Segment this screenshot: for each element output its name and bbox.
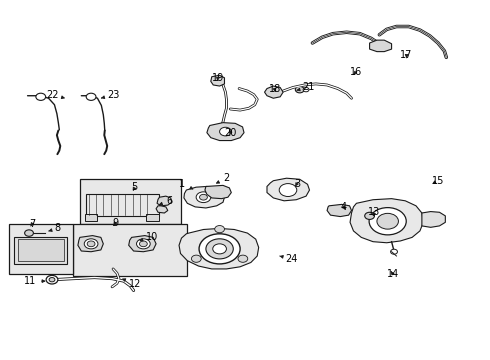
Text: 14: 14 [387,269,399,279]
Polygon shape [422,212,445,227]
Circle shape [196,192,211,203]
Circle shape [213,244,226,254]
Text: 5: 5 [132,182,138,192]
Text: 13: 13 [368,207,380,217]
Circle shape [365,212,374,220]
Circle shape [87,241,95,247]
Circle shape [377,213,398,229]
Bar [73,224,187,276]
Text: 6: 6 [160,196,173,206]
Text: 12: 12 [122,279,141,289]
Bar [14,237,67,264]
Polygon shape [179,228,259,269]
Circle shape [49,278,55,282]
Circle shape [140,241,147,247]
Text: 20: 20 [224,128,237,138]
Circle shape [199,234,240,264]
Text: 21: 21 [297,82,315,93]
Circle shape [295,86,304,93]
Polygon shape [207,123,244,140]
Text: 24: 24 [280,254,297,264]
Text: 23: 23 [101,90,120,100]
Polygon shape [156,206,168,213]
Polygon shape [265,86,283,98]
Circle shape [84,239,98,249]
Polygon shape [184,186,224,208]
Circle shape [24,230,33,236]
Polygon shape [327,204,351,217]
Circle shape [137,239,150,249]
Text: 18: 18 [269,84,281,94]
Text: 22: 22 [46,90,64,100]
Text: 11: 11 [24,276,45,286]
Circle shape [220,127,231,136]
Circle shape [86,93,96,100]
Bar [85,214,97,221]
Text: 1: 1 [179,179,193,189]
Circle shape [199,194,207,200]
Text: 2: 2 [217,173,229,183]
Text: 17: 17 [400,50,413,60]
Bar [9,224,73,274]
Text: 16: 16 [350,67,362,77]
Circle shape [238,255,248,262]
Circle shape [369,208,406,235]
Bar [80,179,181,224]
Circle shape [270,89,277,95]
Circle shape [206,239,233,259]
Text: 7: 7 [29,219,35,229]
Circle shape [46,275,58,284]
Circle shape [303,87,309,92]
Circle shape [215,226,224,233]
Text: 15: 15 [432,176,444,186]
Polygon shape [205,185,231,199]
Text: 4: 4 [340,202,346,212]
Text: 3: 3 [294,179,300,189]
Polygon shape [350,199,423,243]
Bar [86,194,159,216]
Text: 8: 8 [49,224,61,233]
Polygon shape [211,75,224,86]
Text: 19: 19 [212,73,224,83]
Text: 9: 9 [112,218,118,228]
Circle shape [391,249,397,254]
Circle shape [279,184,297,197]
Circle shape [192,255,201,262]
Circle shape [36,93,46,100]
Bar [18,239,64,261]
Text: 10: 10 [140,232,159,242]
Polygon shape [78,235,103,252]
Polygon shape [267,178,310,201]
Bar [147,214,159,221]
Polygon shape [129,235,156,252]
Polygon shape [369,40,392,51]
Polygon shape [157,196,171,206]
